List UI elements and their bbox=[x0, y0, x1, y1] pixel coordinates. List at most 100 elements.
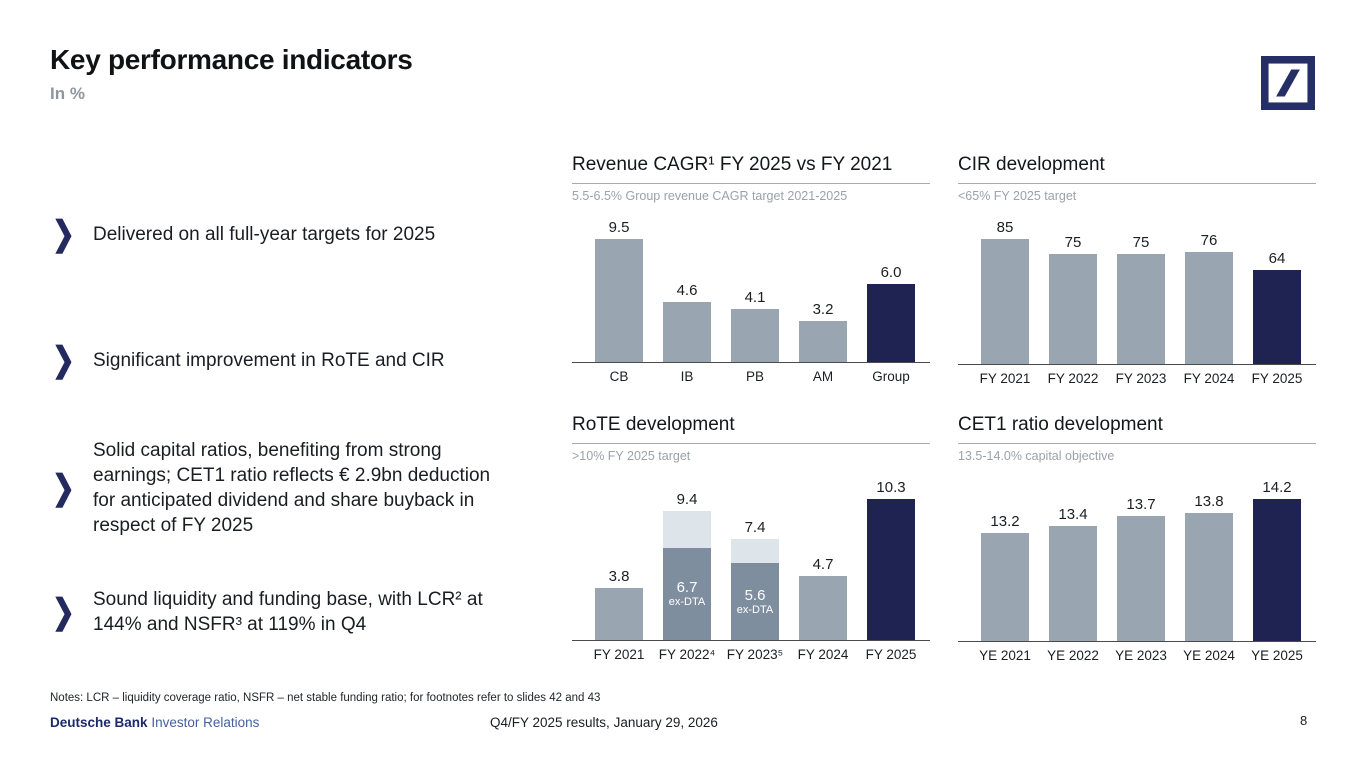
bar-value-label: 13.7 bbox=[1126, 496, 1156, 513]
chart-title: Revenue CAGR¹ FY 2025 vs FY 2021 bbox=[572, 154, 930, 184]
segment-value-label: 6.7 bbox=[676, 579, 698, 596]
bar-cell: 4.1 bbox=[722, 289, 788, 362]
bar bbox=[1117, 516, 1165, 641]
bar bbox=[1185, 513, 1233, 641]
x-axis: FY 2021 FY 2022 FY 2023 FY 2024 FY 2025 bbox=[958, 371, 1316, 386]
footnotes: Notes: LCR – liquidity coverage ratio, N… bbox=[50, 692, 601, 704]
bar-value-label: 3.2 bbox=[812, 301, 834, 318]
chart-cir: CIR development <65% FY 2025 target 85 75… bbox=[958, 154, 1316, 386]
page-number: 8 bbox=[1300, 713, 1308, 728]
chevron-right-icon: ❯ bbox=[52, 341, 75, 379]
chevron-right-icon: ❯ bbox=[52, 468, 75, 507]
segment-value-label: 5.6 bbox=[744, 586, 766, 604]
x-axis-label: FY 2025 bbox=[865, 647, 917, 662]
bars-row: 13.2 13.4 13.7 13.8 14.2 bbox=[958, 475, 1316, 642]
bars-row: 3.8 9.4 6.7 ex-DTA 7.4 5.6 ex-DTA 4.7 10.3 bbox=[572, 475, 930, 641]
bar-value-label: 10.3 bbox=[876, 479, 906, 496]
x-axis: YE 2021 YE 2022 YE 2023 YE 2024 YE 2025 bbox=[958, 648, 1316, 663]
bar: 5.6 ex-DTA bbox=[731, 539, 779, 640]
bar-cell: 3.8 bbox=[586, 568, 652, 640]
bar-cell: 13.4 bbox=[1040, 506, 1106, 641]
bar-value-label: 9.5 bbox=[608, 219, 630, 236]
segment-sublabel: ex-DTA bbox=[736, 603, 774, 616]
bar bbox=[1253, 499, 1301, 641]
bar-segment-ex-dta: 5.6 ex-DTA bbox=[731, 563, 779, 640]
bar bbox=[981, 239, 1029, 364]
x-axis-label: FY 2023⁵ bbox=[726, 647, 784, 662]
x-axis-label: YE 2025 bbox=[1251, 648, 1303, 663]
x-axis-label: FY 2023 bbox=[1115, 371, 1167, 386]
chart-revenue-cagr: Revenue CAGR¹ FY 2025 vs FY 2021 5.5-6.5… bbox=[572, 154, 930, 384]
bar-value-label: 7.4 bbox=[744, 519, 766, 536]
bar bbox=[1049, 526, 1097, 641]
bar bbox=[867, 499, 915, 640]
chart-cet1: CET1 ratio development 13.5-14.0% capita… bbox=[958, 414, 1316, 663]
bar-cell: 13.2 bbox=[972, 513, 1038, 641]
bar bbox=[799, 321, 847, 362]
bar-value-label: 3.8 bbox=[608, 568, 630, 585]
x-axis-label: FY 2024 bbox=[797, 647, 849, 662]
bar bbox=[731, 309, 779, 362]
bar-cell: 4.6 bbox=[654, 282, 720, 362]
bars-row: 9.5 4.6 4.1 3.2 6.0 bbox=[572, 215, 930, 363]
bar bbox=[595, 239, 643, 362]
chart-rote: RoTE development >10% FY 2025 target 3.8… bbox=[572, 414, 930, 662]
bullet-item: ❯ Solid capital ratios, benefiting from … bbox=[52, 438, 522, 538]
x-axis-label: YE 2024 bbox=[1183, 648, 1235, 663]
chart-subtitle: 13.5-14.0% capital objective bbox=[958, 449, 1115, 463]
bar-cell: 13.8 bbox=[1176, 493, 1242, 641]
footer-brand-name: Deutsche Bank bbox=[50, 715, 148, 730]
bar-segment-ex-dta: 6.7 ex-DTA bbox=[663, 548, 711, 640]
chart-plot: 9.5 4.6 4.1 3.2 6.0 CB IB PB AM Group bbox=[572, 215, 930, 384]
bar-cell: 13.7 bbox=[1108, 496, 1174, 641]
x-axis-label: YE 2022 bbox=[1047, 648, 1099, 663]
chart-plot: 13.2 13.4 13.7 13.8 14.2 YE 2021 YE 2022 YE 20… bbox=[958, 475, 1316, 663]
bar-segment-dta bbox=[731, 539, 779, 563]
chart-plot: 85 75 75 76 64 FY 2021 FY 2022 FY 2023 FY 2024 F… bbox=[958, 215, 1316, 386]
x-axis-label: YE 2023 bbox=[1115, 648, 1167, 663]
footer-report-title: Q4/FY 2025 results, January 29, 2026 bbox=[490, 715, 718, 730]
x-axis-label: FY 2024 bbox=[1183, 371, 1235, 386]
bar bbox=[595, 588, 643, 640]
bar: 6.7 ex-DTA bbox=[663, 511, 711, 640]
bar-value-label: 75 bbox=[1064, 234, 1082, 251]
x-axis-label: PB bbox=[745, 369, 764, 384]
bar bbox=[663, 302, 711, 362]
bar-cell: 75 bbox=[1108, 234, 1174, 364]
bar-cell: 6.0 bbox=[858, 264, 924, 362]
bar bbox=[1185, 252, 1233, 364]
bullet-text: Significant improvement in RoTE and CIR bbox=[93, 350, 445, 371]
deutsche-bank-logo-icon bbox=[1261, 56, 1315, 110]
bar bbox=[1049, 254, 1097, 364]
segment-sublabel: ex-DTA bbox=[668, 596, 706, 608]
footer-brand-unit: Investor Relations bbox=[151, 715, 260, 730]
page-subtitle: In % bbox=[50, 84, 85, 103]
bar-value-label: 75 bbox=[1132, 234, 1150, 251]
chart-title: CIR development bbox=[958, 154, 1316, 184]
bar bbox=[867, 284, 915, 362]
chevron-right-icon: ❯ bbox=[52, 592, 75, 631]
x-axis: FY 2021 FY 2022⁴ FY 2023⁵ FY 2024 FY 2025 bbox=[572, 647, 930, 662]
chart-plot: 3.8 9.4 6.7 ex-DTA 7.4 5.6 ex-DTA 4.7 10.3 FY 20… bbox=[572, 475, 930, 662]
bar-cell: 85 bbox=[972, 219, 1038, 364]
x-axis-label: IB bbox=[680, 369, 694, 384]
x-axis-label: FY 2021 bbox=[593, 647, 645, 662]
bar bbox=[1117, 254, 1165, 364]
bar-cell: 64 bbox=[1244, 250, 1310, 364]
bar-cell: 7.4 5.6 ex-DTA bbox=[722, 519, 788, 640]
x-axis-label: CB bbox=[609, 369, 629, 384]
bar-value-label: 85 bbox=[996, 219, 1014, 236]
bullet-item: ❯ Sound liquidity and funding base, with… bbox=[52, 587, 522, 637]
bar-value-label: 64 bbox=[1268, 250, 1286, 267]
bar-value-label: 14.2 bbox=[1262, 479, 1292, 496]
chart-subtitle: 5.5-6.5% Group revenue CAGR target 2021-… bbox=[572, 189, 848, 203]
bullet-text: Delivered on all full-year targets for 2… bbox=[93, 224, 436, 245]
chart-title: RoTE development bbox=[572, 414, 930, 444]
bar-value-label: 4.6 bbox=[676, 282, 698, 299]
bar-cell: 14.2 bbox=[1244, 479, 1310, 641]
page-title: Key performance indicators bbox=[50, 44, 413, 75]
bullet-item: ❯ Significant improvement in RoTE and CI… bbox=[52, 343, 522, 377]
chart-subtitle: >10% FY 2025 target bbox=[572, 449, 691, 463]
x-axis: CB IB PB AM Group bbox=[572, 369, 930, 384]
chevron-right-icon: ❯ bbox=[52, 215, 75, 253]
